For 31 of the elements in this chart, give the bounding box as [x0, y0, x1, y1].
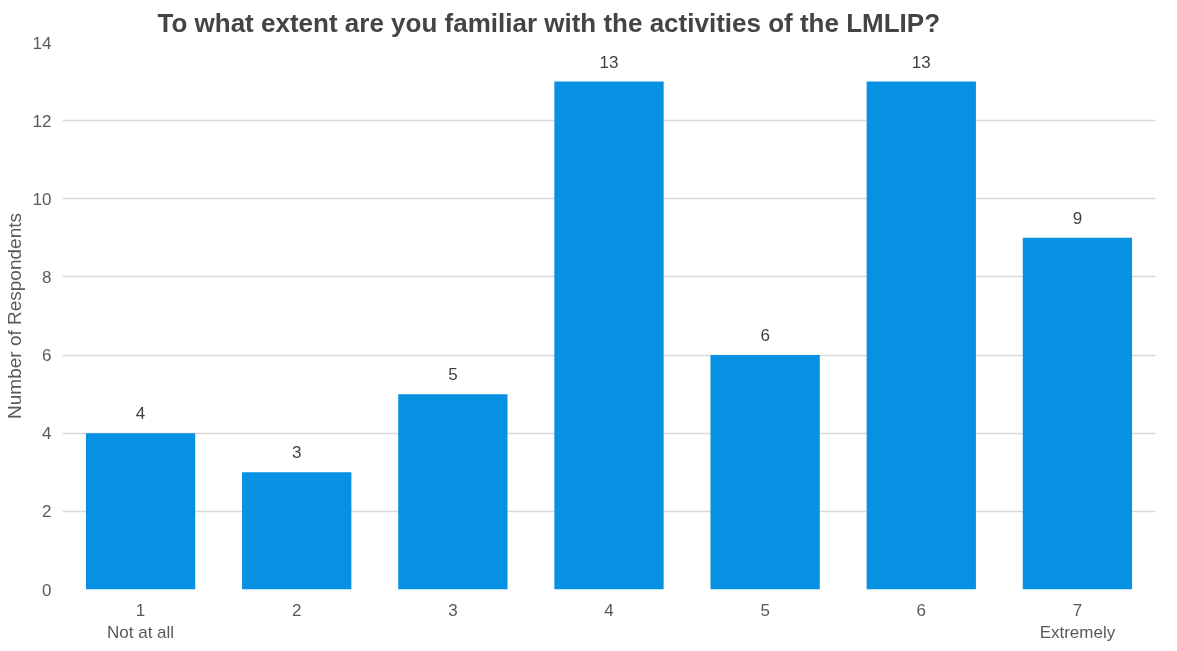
x-tick-label: 2 — [291, 600, 302, 620]
y-tick-label: 6 — [42, 346, 52, 366]
x-tick-label: 1 Not at all — [107, 600, 175, 643]
data-label: 5 — [448, 365, 458, 385]
x-tick-label: 7 Extremely — [1039, 600, 1116, 643]
y-tick-label: 4 — [42, 424, 52, 444]
x-tick-label: 5 — [760, 600, 770, 620]
chart-title: To what extent are you familiar with the activities of the LMLIP? — [157, 7, 941, 38]
bar — [398, 394, 508, 590]
bar — [866, 81, 976, 590]
bar — [85, 433, 196, 590]
x-tick-label: 3 — [448, 600, 458, 620]
y-tick-label: 12 — [32, 111, 52, 131]
y-tick-label: 0 — [42, 580, 52, 600]
bar — [710, 355, 820, 590]
bar — [554, 81, 664, 590]
data-label: 4 — [135, 404, 146, 424]
x-tick-label: 4 — [604, 600, 614, 620]
data-label: 13 — [599, 52, 619, 72]
y-tick-label: 8 — [42, 267, 52, 287]
x-tick-label: 6 — [916, 600, 927, 620]
data-label: 13 — [911, 52, 931, 72]
y-axis-title: Number of Respondents — [3, 213, 25, 419]
y-tick-label: 2 — [42, 502, 52, 522]
y-tick-label: 14 — [32, 33, 52, 53]
y-tick-label: 10 — [32, 189, 52, 209]
data-label: 3 — [291, 443, 302, 463]
bar — [242, 472, 352, 590]
bar — [1022, 237, 1133, 590]
data-label: 9 — [1072, 208, 1083, 228]
data-label: 6 — [760, 326, 770, 346]
